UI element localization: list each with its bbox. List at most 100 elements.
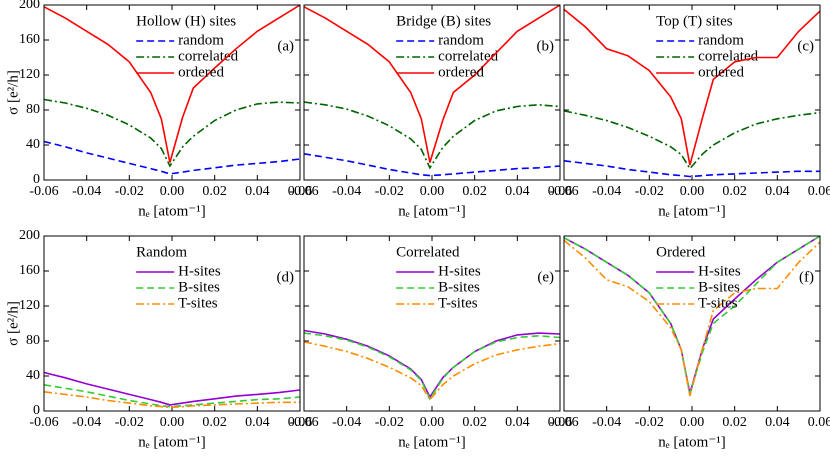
- y-tick-label: 0: [33, 172, 40, 187]
- legend-label: T-sites: [438, 295, 478, 311]
- panel-title: Top (T) sites: [656, 13, 733, 29]
- series-line: [563, 160, 820, 178]
- x-tick-label: -0.06: [549, 415, 578, 430]
- x-tick-label: -0.06: [289, 415, 318, 430]
- legend-label: T-sites: [178, 295, 218, 311]
- x-tick-label: -0.04: [592, 184, 621, 199]
- x-tick-label: 0.04: [245, 184, 270, 199]
- x-tick-label: -0.02: [115, 415, 144, 430]
- panel: 0 40 80 120 160 200 -0.06 -0.04 -0.02 0.00 0.02 0.0…: [5, 228, 312, 450]
- y-tick-label: 0: [33, 403, 40, 418]
- x-tick-label: 0.06: [548, 184, 573, 199]
- legend-label: H-sites: [698, 263, 741, 279]
- x-tick-label: -0.06: [549, 184, 578, 199]
- x-tick-label: 0.04: [765, 184, 790, 199]
- x-tick-label: -0.06: [29, 415, 58, 430]
- y-tick-label: 80: [26, 102, 40, 117]
- x-tick-label: -0.06: [29, 184, 58, 199]
- x-tick-label: -0.04: [592, 415, 621, 430]
- x-axis-label: nₑ [atom⁻¹]: [658, 434, 726, 450]
- plot-frame: [43, 4, 301, 181]
- x-tick-label: -0.02: [375, 184, 404, 199]
- x-tick-label: 0.02: [722, 415, 747, 430]
- y-axis-label: σ [e²/h]: [5, 301, 21, 346]
- x-tick-label: 0.04: [245, 415, 270, 430]
- legend-label: T-sites: [698, 295, 738, 311]
- y-tick-label: 40: [26, 368, 40, 383]
- x-tick-label: 0.06: [288, 415, 313, 430]
- series-line: [43, 371, 301, 406]
- series-line: [303, 341, 561, 401]
- panel-label: (b): [537, 38, 555, 54]
- x-tick-label: 0.06: [288, 184, 313, 199]
- legend-label: correlated: [698, 48, 758, 64]
- legend-label: B-sites: [178, 279, 220, 295]
- series-line: [563, 8, 821, 166]
- legend-label: ordered: [698, 64, 744, 80]
- plot-frame: [563, 4, 821, 181]
- series-line: [303, 153, 561, 177]
- x-tick-label: -0.02: [115, 184, 144, 199]
- panel: -0.06 -0.04 -0.02 0.00 0.02 0.04 0.06 nₑ [atom⁻…: [549, 235, 830, 450]
- plot-frame: [303, 235, 561, 412]
- y-tick-label: 80: [26, 333, 40, 348]
- x-tick-label: -0.02: [635, 184, 664, 199]
- x-tick-label: 0.00: [680, 415, 705, 430]
- x-tick-label: 0.02: [462, 415, 487, 430]
- x-tick-label: 0.00: [680, 184, 705, 199]
- legend-label: random: [438, 32, 484, 48]
- plot-frame: [303, 4, 561, 181]
- y-tick-label: 160: [19, 263, 40, 278]
- x-tick-label: -0.04: [72, 184, 101, 199]
- legend-label: B-sites: [698, 279, 740, 295]
- legend-label: random: [698, 32, 744, 48]
- panel: -0.06 -0.04 -0.02 0.00 0.02 0.04 0.06 nₑ [atom⁻…: [289, 4, 573, 219]
- series-line: [303, 332, 561, 401]
- x-tick-label: -0.06: [289, 184, 318, 199]
- x-axis-label: nₑ [atom⁻¹]: [398, 434, 466, 450]
- x-tick-label: 0.04: [505, 184, 530, 199]
- legend-label: correlated: [438, 48, 498, 64]
- legend-label: ordered: [178, 64, 224, 80]
- panel-title: Ordered: [656, 244, 706, 260]
- x-tick-label: -0.04: [332, 415, 361, 430]
- y-tick-label: 40: [26, 137, 40, 152]
- plot-frame: [43, 235, 301, 412]
- panel-label: (e): [537, 269, 554, 285]
- x-axis-label: nₑ [atom⁻¹]: [138, 434, 206, 450]
- x-tick-label: -0.02: [375, 415, 404, 430]
- x-tick-label: 0.00: [160, 184, 185, 199]
- series-line: [563, 110, 821, 170]
- x-tick-label: 0.02: [202, 415, 227, 430]
- legend-label: H-sites: [178, 263, 221, 279]
- panel: -0.06 -0.04 -0.02 0.00 0.02 0.04 0.06 nₑ [atom⁻…: [289, 235, 573, 450]
- panel-label: (a): [277, 38, 294, 54]
- x-axis-label: nₑ [atom⁻¹]: [398, 203, 466, 219]
- series-line: [43, 140, 301, 175]
- x-tick-label: 0.06: [808, 415, 830, 430]
- legend-label: B-sites: [438, 279, 480, 295]
- x-tick-label: -0.04: [72, 415, 101, 430]
- legend-label: H-sites: [438, 263, 481, 279]
- y-tick-label: 200: [19, 228, 40, 243]
- x-tick-label: 0.06: [548, 415, 573, 430]
- series-line: [303, 4, 561, 163]
- x-tick-label: 0.02: [722, 184, 747, 199]
- y-tick-label: 160: [19, 32, 40, 47]
- series-line: [563, 239, 821, 397]
- x-axis-label: nₑ [atom⁻¹]: [658, 203, 726, 219]
- legend-label: random: [178, 32, 224, 48]
- x-tick-label: -0.02: [635, 415, 664, 430]
- series-line: [43, 391, 300, 409]
- series-line: [303, 101, 561, 170]
- series-line: [43, 384, 301, 408]
- panel-label: (f): [799, 269, 814, 285]
- y-tick-label: 120: [19, 298, 40, 313]
- x-tick-label: 0.00: [160, 415, 185, 430]
- panel-title: Bridge (B) sites: [396, 13, 491, 29]
- x-axis-label: nₑ [atom⁻¹]: [138, 203, 206, 219]
- legend-label: ordered: [438, 64, 484, 80]
- x-tick-label: 0.00: [420, 415, 445, 430]
- x-tick-label: 0.04: [765, 415, 790, 430]
- x-tick-label: 0.02: [462, 184, 487, 199]
